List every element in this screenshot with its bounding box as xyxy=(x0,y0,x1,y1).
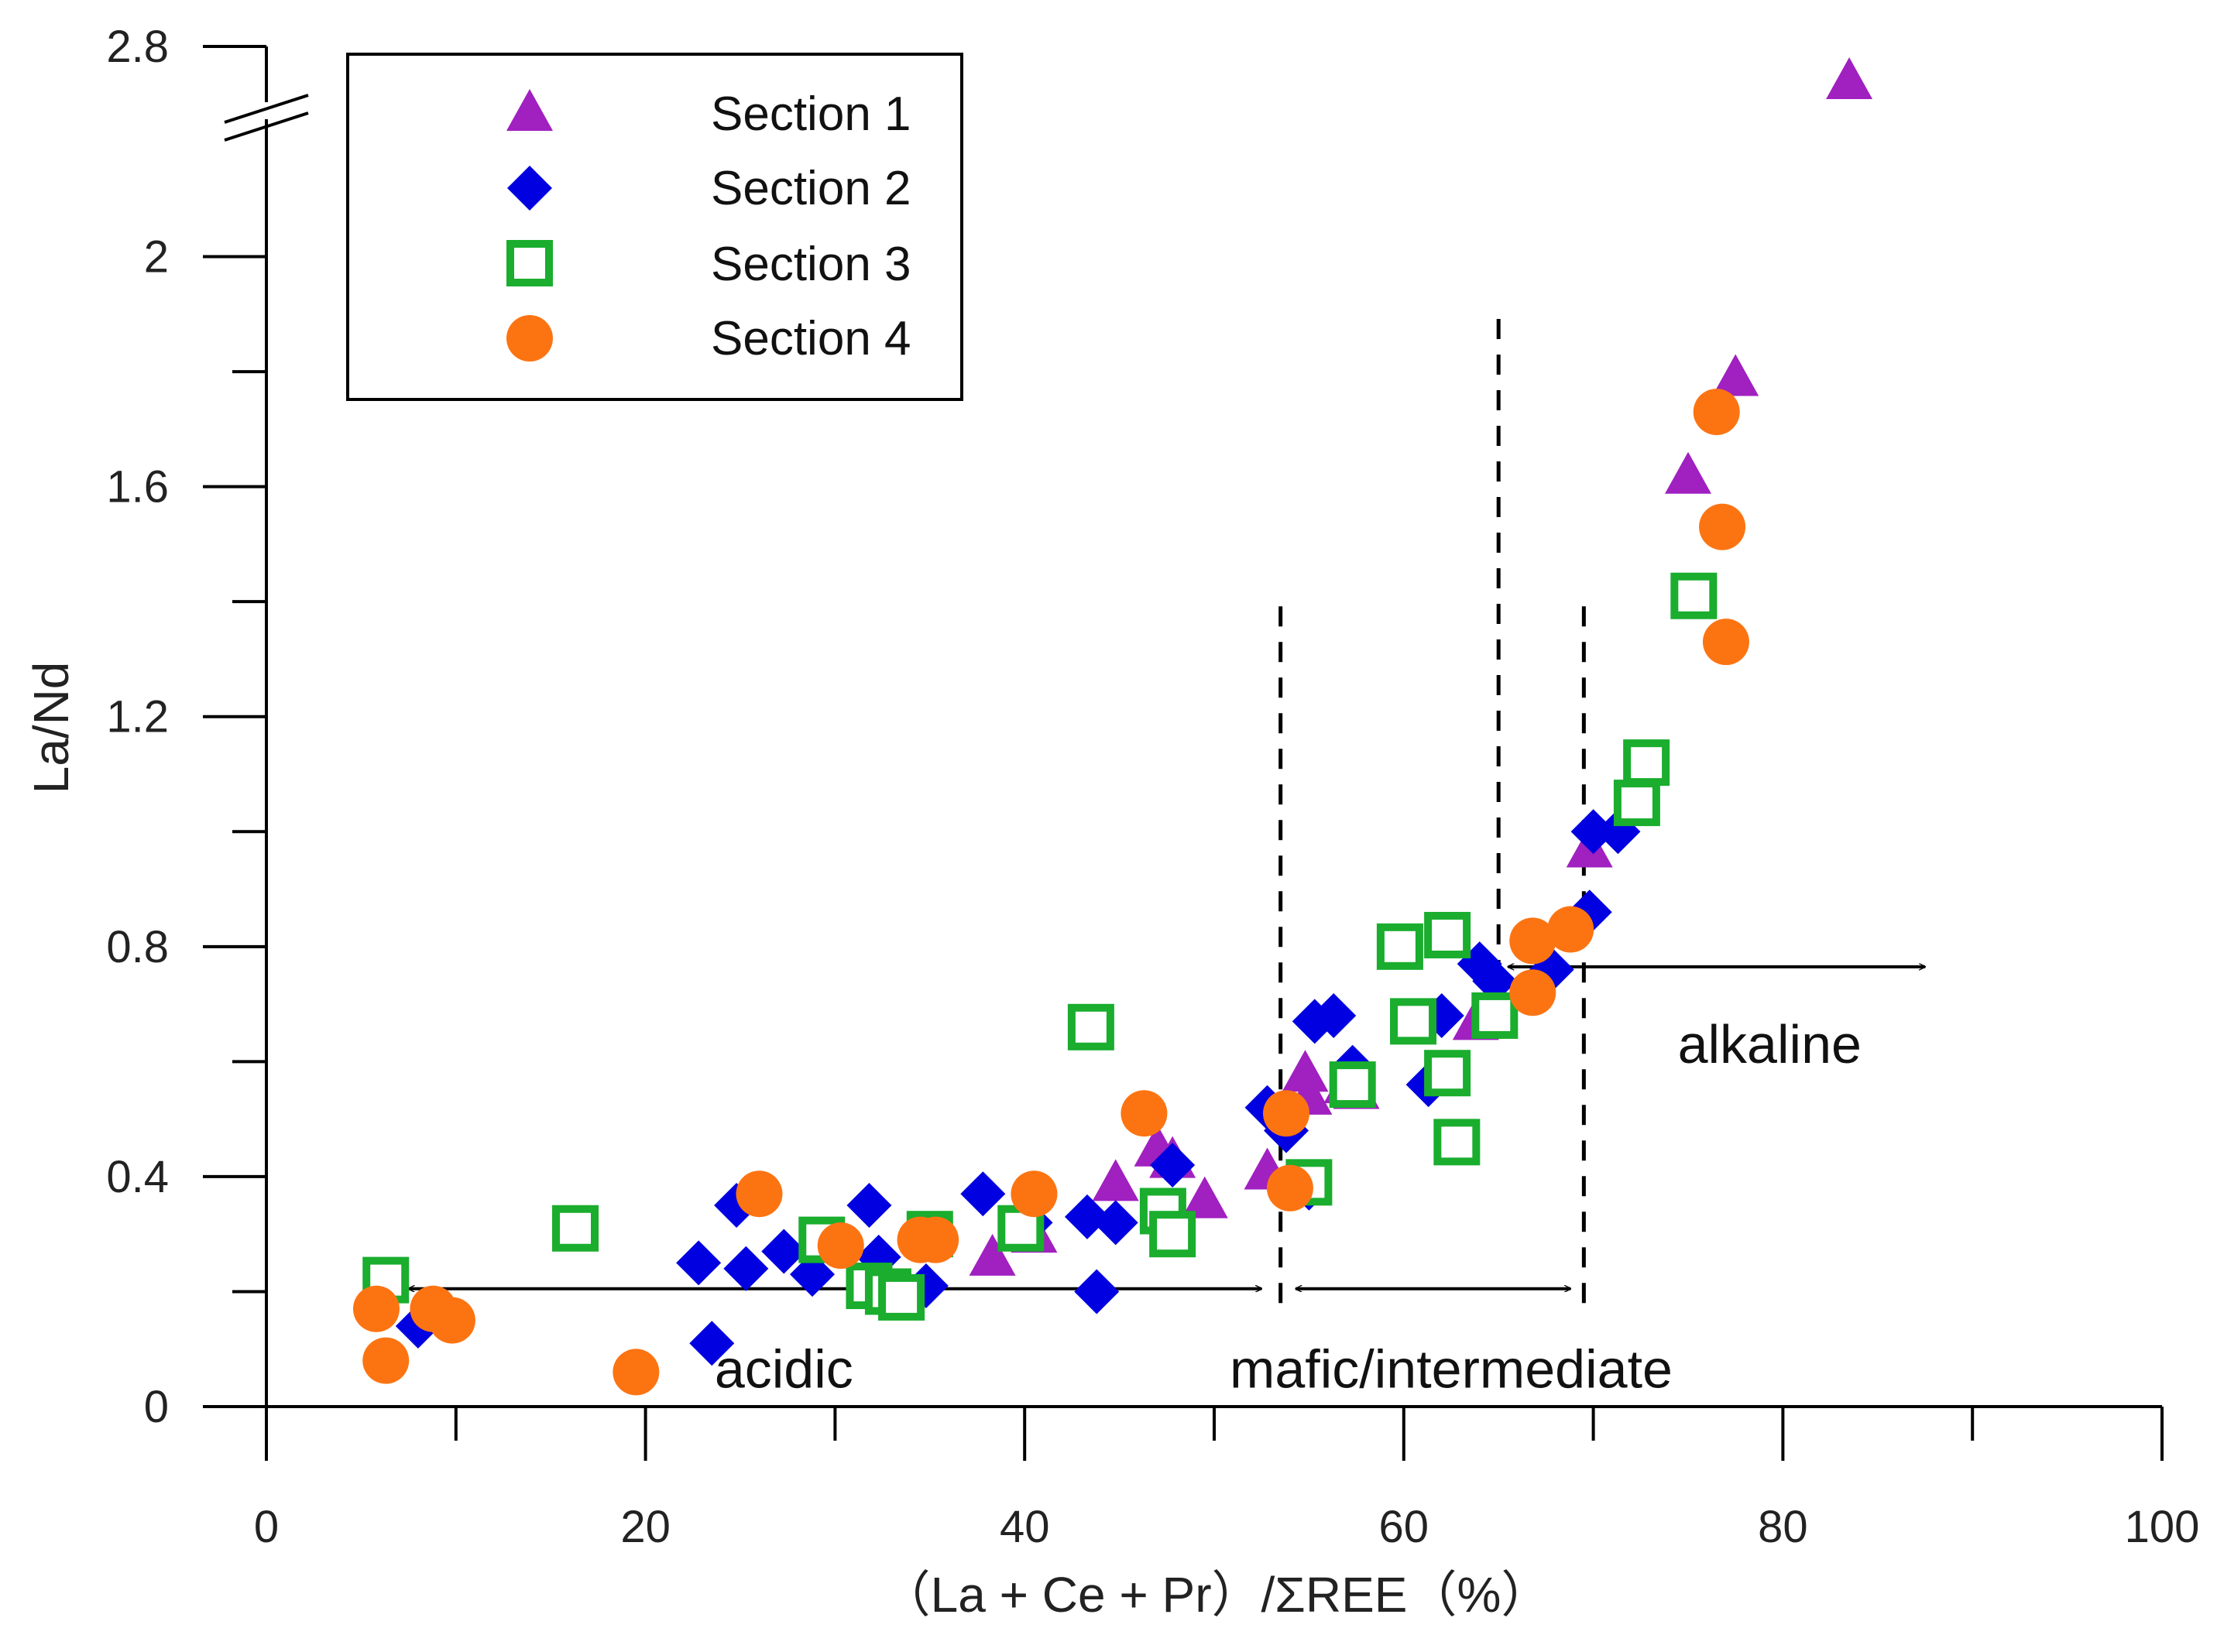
data-point-section-2 xyxy=(1150,1143,1196,1188)
data-point-section-4 xyxy=(1702,619,1749,666)
y-tick-label: 0.8 xyxy=(106,922,169,972)
data-point-section-3 xyxy=(1376,923,1423,970)
data-point-section-3 xyxy=(1623,739,1670,787)
data-point-section-1 xyxy=(1092,1159,1139,1201)
data-point-section-2 xyxy=(761,1229,807,1274)
data-point-section-2 xyxy=(1567,889,1612,935)
data-point-section-2 xyxy=(1472,958,1518,1004)
data-point-section-4 xyxy=(736,1170,783,1218)
region-label-acidic: acidic xyxy=(715,1339,853,1400)
data-point-section-4 xyxy=(1699,503,1746,550)
data-point-section-3 xyxy=(1149,1211,1196,1258)
data-point-section-3 xyxy=(1471,992,1519,1039)
x-tick-label: 100 xyxy=(2125,1502,2200,1552)
axis-break-mark xyxy=(224,111,309,142)
data-point-section-3 xyxy=(878,1273,925,1321)
data-point-section-1 xyxy=(1665,451,1711,494)
data-point-section-2 xyxy=(689,1321,735,1366)
data-point-section-4 xyxy=(352,1285,400,1332)
legend: Section 1 Section 2 Section 3 Section 4 xyxy=(346,53,963,401)
region-label-mafic-intermediate: mafic/intermediate xyxy=(1230,1339,1673,1400)
data-point-section-2 xyxy=(1570,809,1616,855)
data-point-section-2 xyxy=(1074,1269,1120,1314)
data-point-section-1 xyxy=(1181,1176,1228,1218)
region-boundaries xyxy=(1278,308,1586,1304)
legend-marker-section-2 xyxy=(507,166,552,211)
y-tick-label: 2 xyxy=(144,232,169,283)
y-tick-label: 0.4 xyxy=(106,1152,169,1202)
data-point-section-3 xyxy=(1424,1050,1471,1097)
data-point-section-4 xyxy=(362,1337,410,1384)
legend-label-section-3: Section 3 xyxy=(711,238,911,291)
data-points xyxy=(352,57,1873,1396)
legend-marker-section-3 xyxy=(506,240,553,286)
legend-label-section-4: Section 4 xyxy=(711,312,911,365)
data-point-section-3 xyxy=(1329,1061,1376,1109)
legend-box xyxy=(346,53,963,401)
data-point-section-4 xyxy=(1509,969,1556,1016)
data-point-section-4 xyxy=(1547,906,1594,953)
data-point-section-4 xyxy=(1121,1090,1168,1137)
x-tick-label: 60 xyxy=(1379,1502,1429,1552)
legend-label-section-1: Section 1 xyxy=(711,87,911,141)
data-point-section-2 xyxy=(723,1246,769,1291)
data-point-section-4 xyxy=(1509,917,1556,965)
data-point-section-2 xyxy=(1311,992,1357,1038)
data-point-section-3 xyxy=(1670,572,1718,619)
region-label-alkaline: alkaline xyxy=(1678,1014,1862,1074)
data-point-section-2 xyxy=(790,1252,836,1297)
y-tick-label: 0 xyxy=(144,1382,169,1432)
data-point-section-3 xyxy=(1067,1003,1114,1050)
data-point-section-3 xyxy=(1433,1119,1481,1166)
data-point-section-2 xyxy=(676,1240,722,1286)
data-point-section-3 xyxy=(1613,780,1660,827)
data-point-section-2 xyxy=(846,1183,892,1229)
data-point-section-4 xyxy=(1266,1164,1313,1212)
x-tick-label: 80 xyxy=(1758,1502,1808,1552)
data-point-section-3 xyxy=(1424,911,1471,958)
axes: 2.8 xyxy=(106,22,2162,1408)
data-point-section-4 xyxy=(912,1216,959,1263)
y-axis-title: La/Nd xyxy=(23,662,79,794)
range-arrows: acidic mafic/intermediate alkaline xyxy=(409,967,1925,1400)
legend-label-section-2: Section 2 xyxy=(711,162,911,215)
y-tick-label: 1.2 xyxy=(106,692,169,742)
y-tick-label-break: 2.8 xyxy=(106,22,169,72)
x-tick-label: 0 xyxy=(254,1502,279,1552)
data-point-section-4 xyxy=(1011,1170,1058,1218)
data-point-section-2 xyxy=(1064,1194,1110,1239)
legend-marker-section-1 xyxy=(506,89,553,131)
data-point-section-4 xyxy=(1263,1090,1310,1137)
data-point-section-2 xyxy=(1093,1200,1138,1246)
data-point-section-4 xyxy=(1693,389,1740,436)
data-point-section-1 xyxy=(1712,354,1759,396)
x-axis-title: （La + Ce + Pr）/ΣREE（%） xyxy=(881,1567,1551,1623)
data-point-section-4 xyxy=(817,1222,864,1270)
data-point-section-4 xyxy=(613,1349,660,1396)
axis-break-mark xyxy=(224,94,309,124)
ticks: 0 20 40 60 80 100 0 0.4 0.8 1.2 1.6 2 xyxy=(106,232,2199,1552)
legend-marker-section-4 xyxy=(506,315,553,362)
data-point-section-1 xyxy=(1826,57,1873,99)
data-point-section-3 xyxy=(1390,998,1437,1045)
data-point-section-4 xyxy=(428,1297,475,1344)
data-point-section-2 xyxy=(960,1171,1006,1217)
data-point-section-3 xyxy=(552,1205,599,1252)
data-point-section-1 xyxy=(1282,1050,1329,1092)
y-tick-label: 1.6 xyxy=(106,462,169,512)
data-point-section-1 xyxy=(969,1233,1016,1276)
x-tick-label: 40 xyxy=(1000,1502,1050,1552)
x-tick-label: 20 xyxy=(620,1502,671,1552)
